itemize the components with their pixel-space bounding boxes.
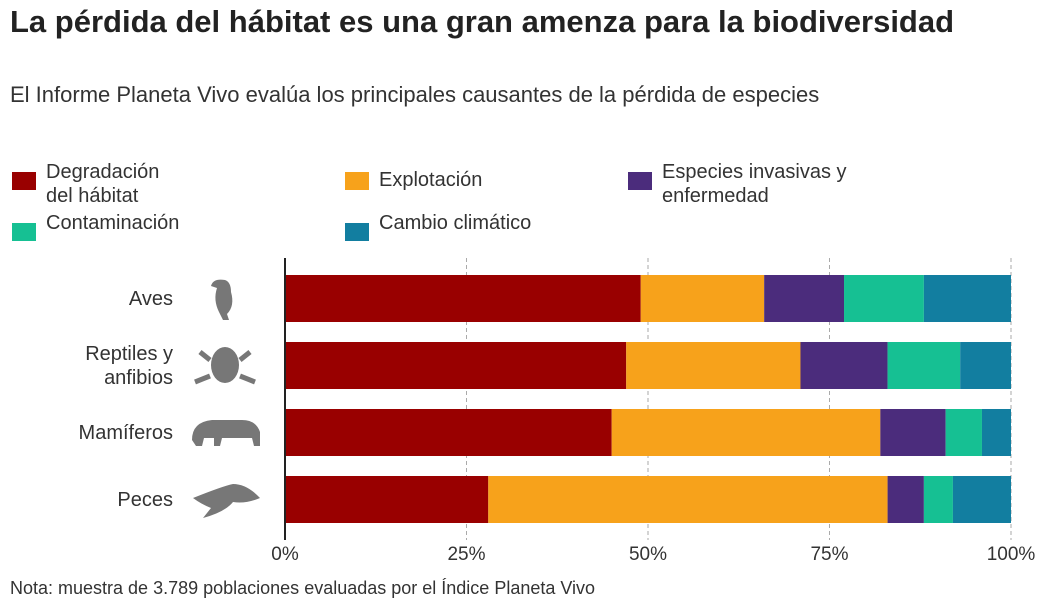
frog-legs — [194, 350, 256, 385]
bar-segment — [626, 342, 801, 389]
bar-segment — [285, 275, 641, 322]
chart-subtitle: El Informe Planeta Vivo evalúa los princ… — [10, 82, 820, 107]
bar-segment — [611, 409, 881, 456]
bear-icon — [192, 420, 260, 446]
x-tick-label: 100% — [987, 544, 1036, 565]
bar-segment — [887, 342, 961, 389]
y-tick-label: Mamíferos — [78, 421, 173, 444]
legend-swatch — [345, 223, 369, 241]
legend-label: Cambio climático — [379, 212, 532, 234]
bar-segment — [923, 476, 953, 523]
animal-icons — [192, 279, 260, 518]
legend-label: Especies invasivas y enfermedad — [662, 161, 847, 207]
legend-swatch — [12, 172, 36, 190]
bar-segment — [952, 476, 1011, 523]
chart-note: Nota: muestra de 3.789 poblaciones evalu… — [10, 578, 596, 598]
bar-segment — [960, 342, 1011, 389]
bar-segment — [285, 342, 627, 389]
bar-segment — [923, 275, 1011, 322]
bar-segment — [981, 409, 1011, 456]
bar-segment — [945, 409, 982, 456]
bar-segment — [285, 409, 612, 456]
ray-icon — [193, 484, 260, 518]
bar-segment — [764, 275, 845, 322]
bar-segment — [640, 275, 765, 322]
x-tick-label: 25% — [447, 544, 485, 565]
y-tick-label: Reptiles y anfibios — [85, 342, 173, 389]
bar-segment — [488, 476, 888, 523]
bar-segment — [800, 342, 888, 389]
bar-segment — [880, 409, 946, 456]
bird-icon — [211, 279, 233, 320]
x-tick-label: 75% — [810, 544, 848, 565]
legend-label: Explotación — [379, 169, 483, 191]
x-tick-label: 50% — [629, 544, 667, 565]
legend-swatch — [628, 172, 652, 190]
legend-label: Contaminación — [46, 212, 180, 234]
legend-swatch — [345, 172, 369, 190]
bar-segment — [887, 476, 924, 523]
legend-swatch — [12, 223, 36, 241]
bar-segment — [285, 476, 489, 523]
chart-title: La pérdida del hábitat es una gran amenz… — [10, 4, 955, 39]
legend-label: Degradación del hábitat — [46, 161, 160, 207]
bar-segment — [844, 275, 924, 322]
y-tick-label: Peces — [117, 488, 173, 511]
x-tick-label: 0% — [271, 544, 299, 565]
frog-icon — [211, 347, 239, 383]
y-tick-label: Aves — [128, 287, 173, 310]
